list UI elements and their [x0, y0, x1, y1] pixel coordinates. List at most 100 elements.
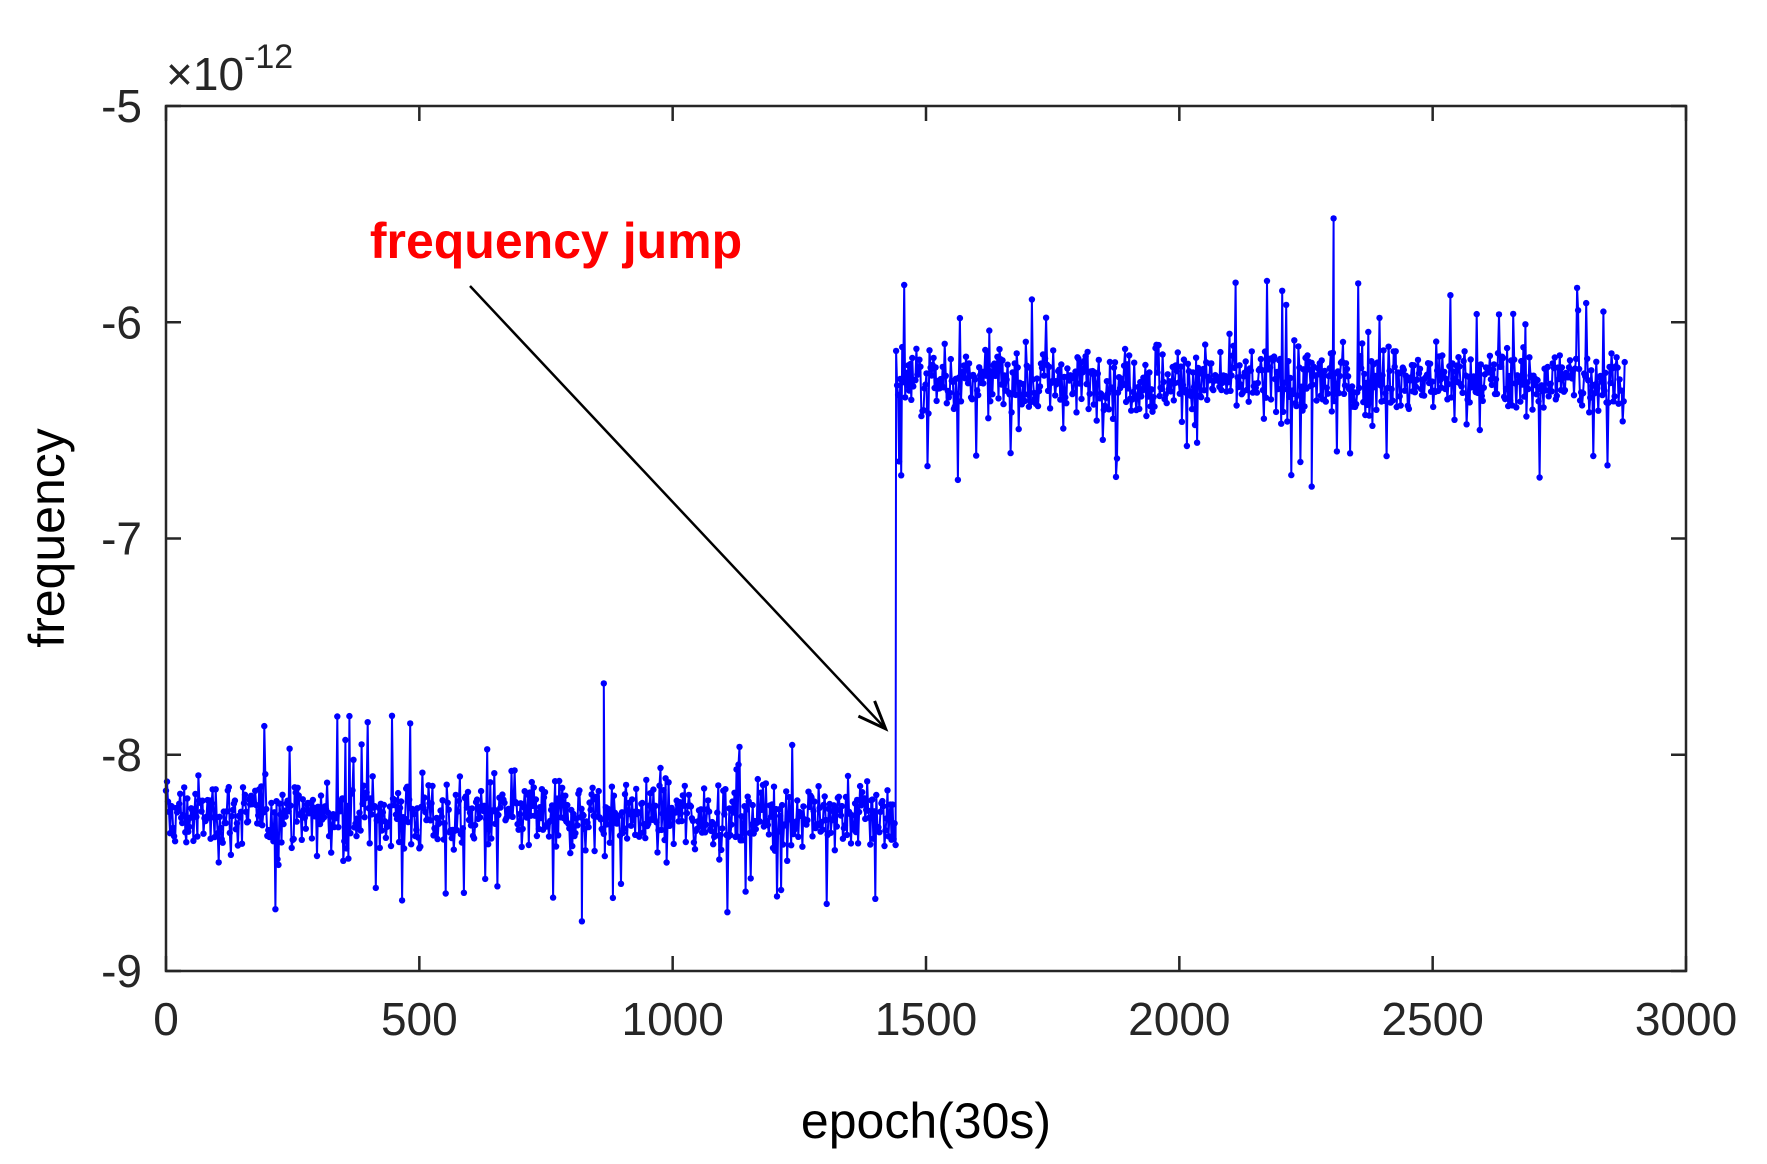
data-point [1456, 363, 1463, 370]
data-point [1451, 416, 1458, 423]
data-point [682, 838, 689, 846]
data-point [909, 354, 916, 362]
data-point [793, 818, 800, 825]
data-point [1502, 385, 1510, 393]
data-point [356, 809, 363, 816]
data-point [1379, 372, 1386, 379]
data-point [574, 822, 581, 829]
data-point [811, 798, 818, 805]
data-point [1574, 307, 1582, 314]
data-point [799, 843, 806, 850]
data-point [337, 808, 344, 815]
data-point [1227, 387, 1234, 394]
data-point [431, 825, 438, 832]
data-point [587, 806, 594, 814]
data-point [902, 394, 909, 401]
data-point [777, 886, 785, 894]
data-point [815, 783, 822, 790]
data-point [754, 775, 761, 783]
data-point [672, 809, 679, 816]
data-point [891, 820, 898, 827]
data-point [1325, 372, 1333, 380]
data-point [923, 370, 930, 377]
data-point [864, 778, 871, 785]
data-point [1141, 386, 1148, 393]
data-point [609, 894, 617, 902]
data-point [819, 826, 826, 833]
x-tick-label: 3000 [1635, 993, 1737, 1045]
data-point [1595, 407, 1602, 414]
annotation-arrowhead [857, 700, 889, 732]
data-point [1371, 384, 1378, 391]
data-point [1326, 365, 1334, 372]
data-point [364, 719, 371, 726]
data-point [520, 804, 527, 811]
data-point [1184, 360, 1192, 367]
data-point [1597, 372, 1604, 380]
data-point [344, 802, 351, 810]
data-point [1054, 377, 1061, 385]
data-point [346, 712, 353, 720]
data-point [1359, 340, 1366, 347]
data-point [576, 787, 583, 794]
data-point [1151, 403, 1158, 410]
data-point [1366, 412, 1373, 419]
data-point [181, 784, 188, 791]
data-point [809, 833, 816, 840]
data-point [1525, 385, 1532, 393]
data-point [477, 787, 485, 795]
data-point [1443, 375, 1450, 383]
data-point [276, 800, 283, 807]
data-point [953, 390, 961, 398]
data-point [1433, 338, 1440, 345]
data-point [1413, 376, 1421, 383]
y-exponent-power: -12 [244, 38, 293, 76]
data-point [320, 814, 328, 821]
data-point [395, 838, 403, 846]
data-point [865, 807, 872, 814]
data-point [1167, 388, 1174, 395]
data-point [1105, 406, 1113, 413]
data-point [470, 835, 478, 842]
data-point [570, 810, 577, 818]
data-point [589, 784, 596, 791]
data-point [1322, 398, 1330, 405]
data-point [1434, 367, 1441, 374]
data-point [288, 844, 295, 852]
data-point [771, 847, 779, 854]
data-point [917, 363, 924, 370]
data-point [1019, 380, 1026, 388]
data-point [965, 360, 973, 367]
data-point [918, 412, 925, 420]
data-point [1046, 405, 1054, 412]
data-point [1511, 356, 1518, 363]
data-point [482, 875, 489, 883]
data-point [835, 793, 843, 800]
data-point [1374, 359, 1381, 366]
data-point [349, 787, 356, 794]
data-point [1381, 397, 1388, 404]
data-point [1458, 383, 1465, 390]
data-point [1126, 352, 1133, 359]
data-point [398, 897, 406, 904]
data-point [1383, 452, 1390, 460]
data-point [1533, 391, 1540, 398]
data-point [996, 346, 1003, 353]
data-point [240, 800, 248, 807]
data-point [1611, 393, 1618, 400]
data-point [892, 347, 900, 355]
data-point [795, 833, 802, 840]
data-point [1497, 363, 1505, 370]
data-point [1602, 369, 1609, 376]
data-point [365, 805, 372, 812]
data-point [610, 792, 618, 799]
data-point [924, 462, 931, 470]
data-point [1148, 386, 1155, 393]
data-point [1309, 381, 1316, 388]
data-point [1143, 412, 1150, 420]
data-point [1248, 348, 1256, 355]
data-point [1258, 366, 1266, 374]
data-point [1145, 393, 1152, 400]
data-point [1616, 376, 1623, 383]
data-point [1044, 387, 1052, 394]
